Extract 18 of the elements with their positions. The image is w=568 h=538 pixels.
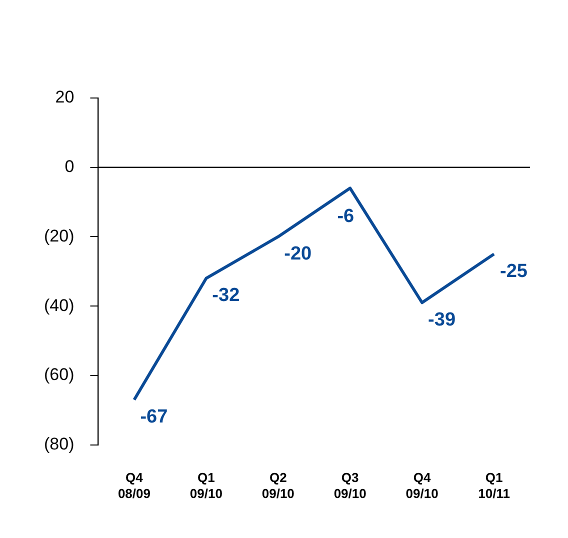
x-tick-label: Q3 09/10 xyxy=(334,470,366,501)
y-tick-label: 0 xyxy=(64,157,74,176)
y-tick-label: (40) xyxy=(44,296,74,315)
y-tick-label: 20 xyxy=(55,88,74,107)
data-label: -67 xyxy=(140,406,168,428)
x-tick-label: Q1 10/11 xyxy=(478,470,510,501)
data-label: -20 xyxy=(284,243,312,264)
data-label: -39 xyxy=(428,309,456,330)
y-tick-label: (60) xyxy=(44,365,74,384)
data-label: -32 xyxy=(212,285,240,306)
x-tick-label: Q4 08/09 xyxy=(118,470,150,501)
x-tick-label: Q4 09/10 xyxy=(406,470,438,501)
y-tick-label: (80) xyxy=(44,434,74,454)
data-label: -25 xyxy=(500,260,528,282)
x-tick-label: Q1 09/10 xyxy=(190,470,222,501)
x-tick-label: Q2 09/10 xyxy=(262,470,294,501)
y-tick-label: (20) xyxy=(44,226,74,246)
data-label: -6 xyxy=(337,206,354,227)
